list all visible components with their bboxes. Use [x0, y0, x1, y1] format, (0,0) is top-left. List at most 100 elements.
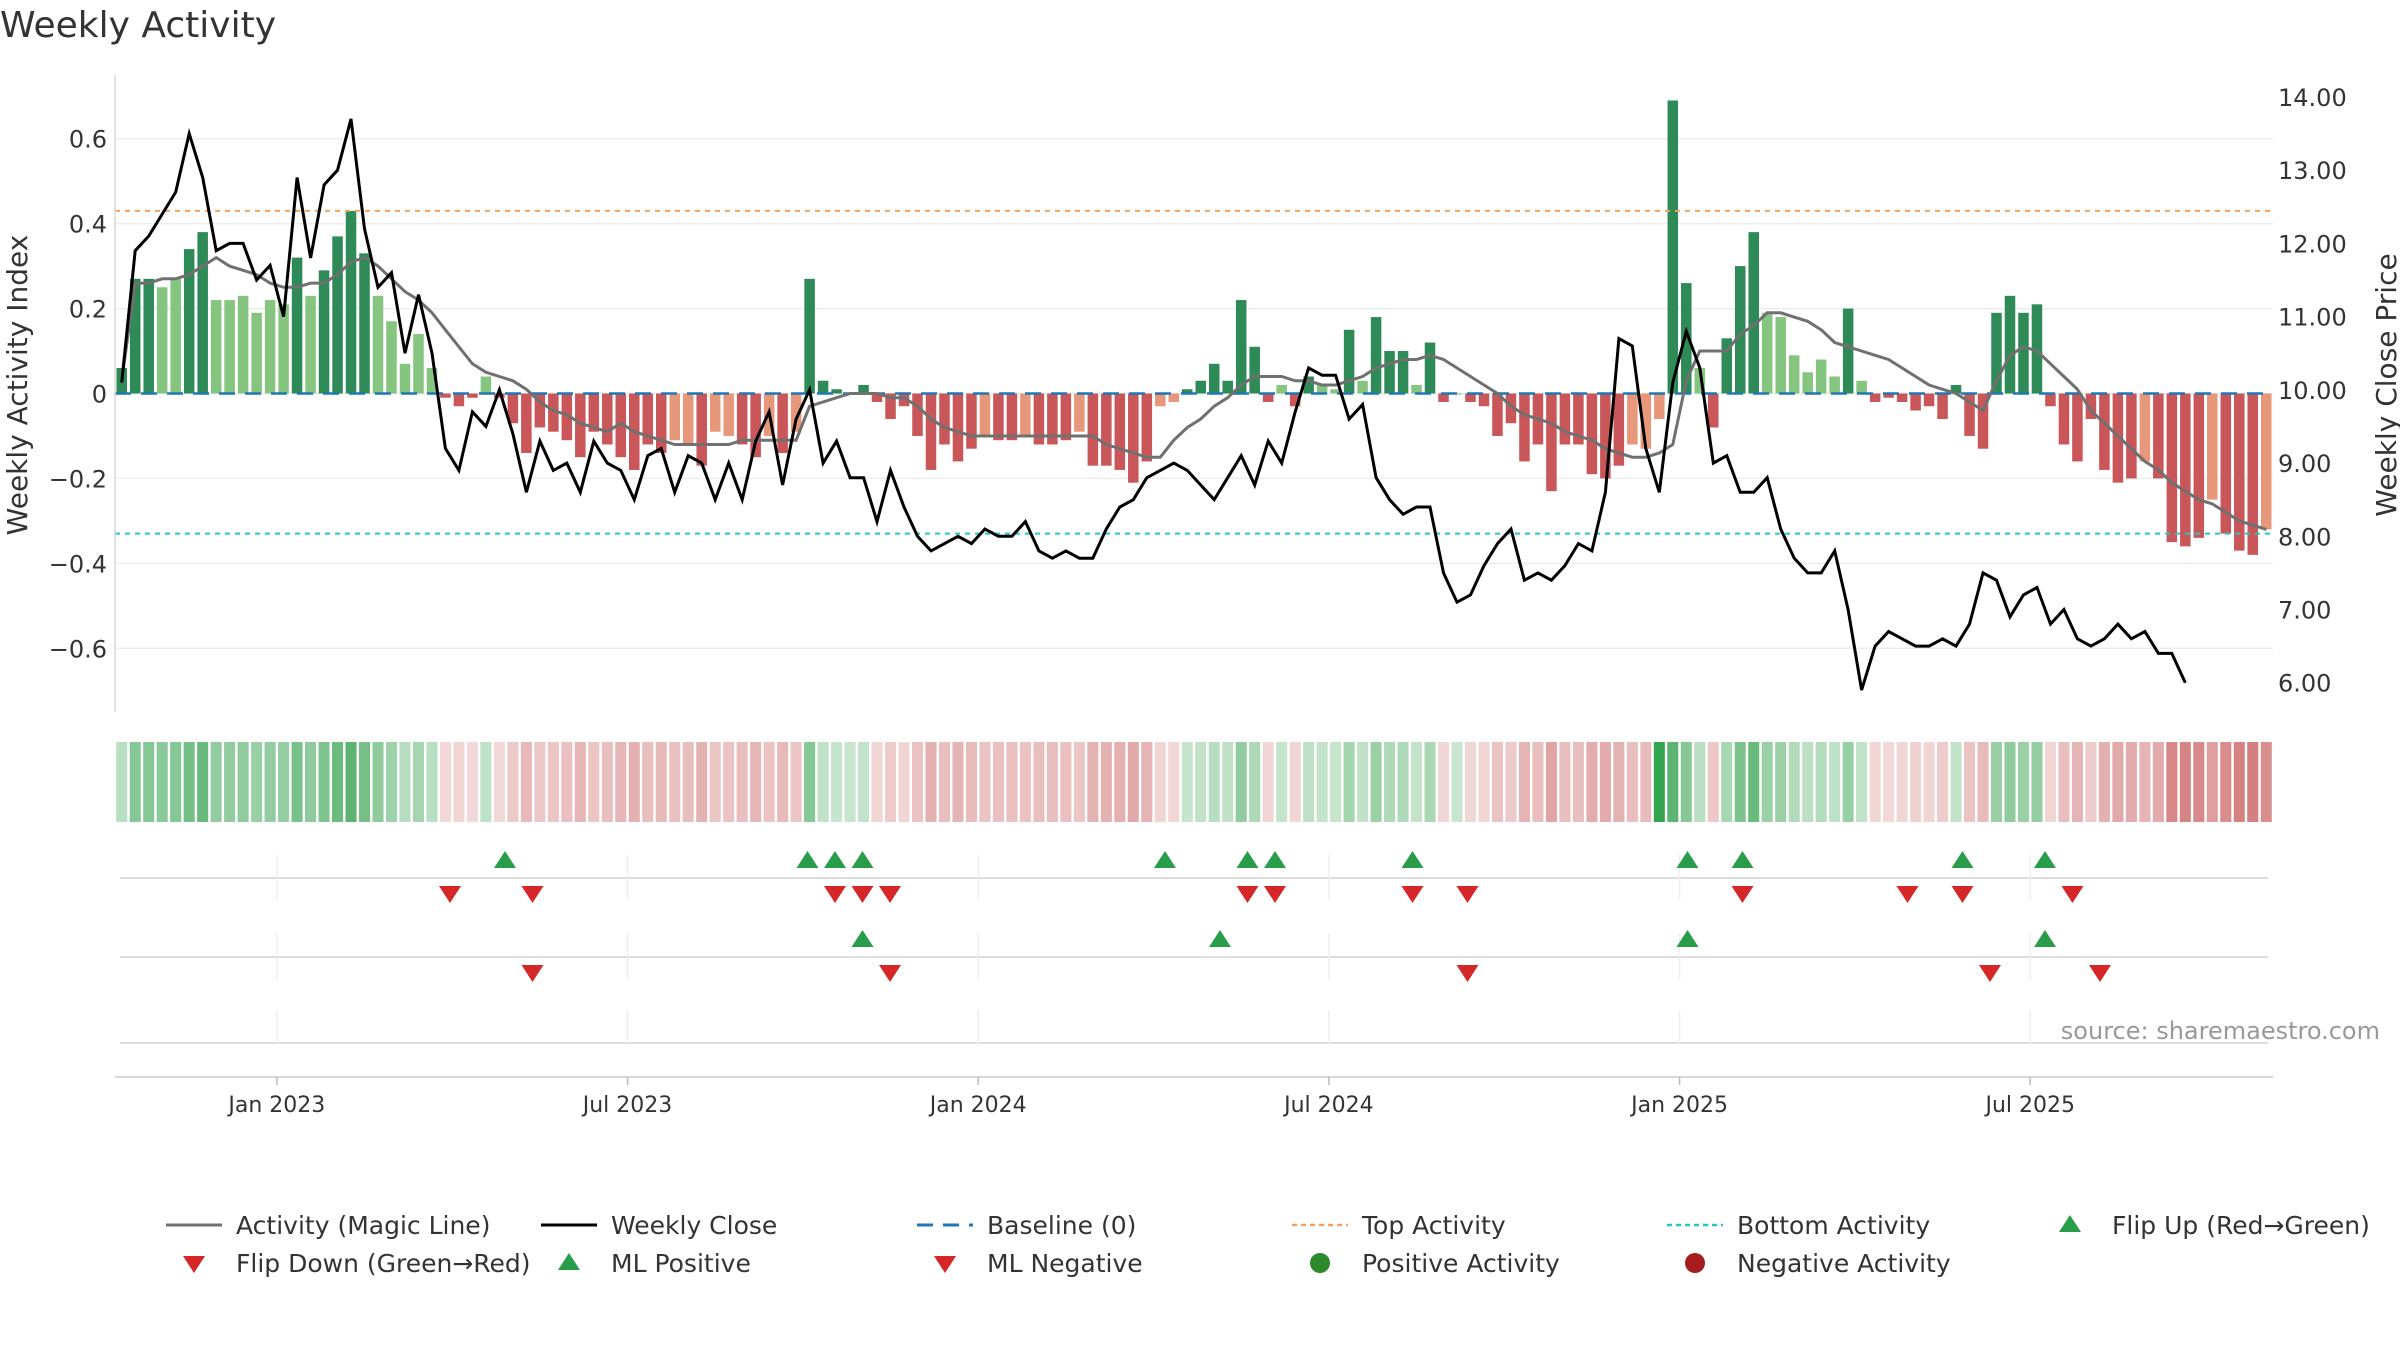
heat-cell [1626, 742, 1638, 822]
activity-bar [1397, 351, 1409, 394]
ml-positive-marker [851, 930, 874, 947]
activity-bar [2220, 393, 2232, 534]
activity-bar [1087, 393, 1099, 466]
heat-cell [251, 742, 263, 822]
heat-cell [332, 742, 344, 822]
activity-bar [1573, 393, 1584, 445]
activity-bar [2112, 393, 2124, 483]
heat-cell [655, 742, 667, 822]
heat-cell [1815, 742, 1827, 822]
heat-cell [2044, 742, 2056, 822]
activity-bar [291, 257, 303, 394]
flip-down-marker [1236, 886, 1259, 903]
heat-cell [1168, 742, 1180, 822]
heat-cell [601, 742, 613, 822]
heat-cell [1856, 742, 1868, 822]
activity-bar [615, 393, 627, 458]
activity-bar [1060, 393, 1072, 441]
heat-cell [1869, 742, 1881, 822]
activity-bar [548, 393, 559, 432]
heat-cell [547, 742, 559, 822]
heat-cell [1411, 742, 1423, 822]
y2-tick-label: 14.00 [2278, 84, 2347, 112]
activity-bar [2260, 393, 2272, 530]
activity-bar [993, 393, 1004, 441]
activity-bar [372, 295, 384, 394]
legend-ml-positive-label: ML Positive [611, 1249, 751, 1278]
flip-up-marker [2034, 851, 2056, 868]
heat-cell [1775, 742, 1787, 822]
activity-bar [156, 287, 168, 394]
heat-cell [2085, 742, 2097, 822]
heat-cell [439, 742, 451, 822]
activity-bar [170, 278, 181, 394]
activity-bar [210, 300, 222, 394]
activity-bar [1195, 380, 1207, 394]
heat-cell [2179, 742, 2191, 822]
heat-cell [615, 742, 627, 822]
activity-bar [440, 393, 451, 398]
activity-bar [1775, 317, 1786, 394]
heat-cell [1087, 742, 1099, 822]
activity-bar [183, 249, 195, 394]
activity-bar [1734, 266, 1746, 394]
activity-bar [413, 334, 424, 394]
activity-bar [2207, 393, 2218, 500]
activity-bar [278, 304, 289, 394]
heat-cell [1033, 742, 1045, 822]
legend-flip-down-label: Flip Down (Green→Red) [236, 1249, 531, 1278]
heat-cell [2139, 742, 2151, 822]
activity-bar [925, 393, 937, 470]
flip-up-marker [851, 851, 874, 868]
x-tick-label: Jan 2025 [1629, 1093, 1728, 1118]
activity-bar [359, 253, 370, 394]
heat-cell [804, 742, 816, 822]
activity-bar [750, 393, 761, 458]
heat-cell [1235, 742, 1247, 822]
heat-cell [466, 742, 478, 822]
activity-bar [1020, 393, 1031, 436]
activity-bar [1869, 393, 1881, 402]
heat-cell [952, 742, 964, 822]
heat-cell [1599, 742, 1611, 822]
heat-cell [2206, 742, 2218, 822]
activity-bar [912, 393, 923, 436]
activity-bar [1074, 393, 1085, 432]
axes: 0.6 0.4 0.2 0 −0.2 −0.4 −0.6 14.00 13.00 12.00 11.… [49, 75, 2347, 712]
heat-cell [1060, 742, 1072, 822]
heat-cell [696, 742, 708, 822]
heat-cell [1829, 742, 1841, 822]
heat-cell [817, 742, 829, 822]
activity-bar [736, 393, 748, 445]
activity-bar [1977, 393, 1989, 449]
heat-cell [480, 742, 492, 822]
heat-cell [1883, 742, 1895, 822]
activity-bar [386, 321, 397, 394]
legend: Activity (Magic Line) Weekly Close Baselin… [166, 1211, 2370, 1278]
activity-bar [655, 393, 667, 453]
heat-cell [844, 742, 856, 822]
activity-bar [534, 393, 546, 428]
legend-negative-activity-swatch [1685, 1253, 1705, 1273]
activity-bar [2166, 393, 2178, 543]
activity-bar [345, 210, 357, 394]
heat-cell [1667, 742, 1679, 822]
ml-positive-marker [2034, 930, 2056, 947]
activity-bar [1761, 312, 1773, 394]
activity-bar [1856, 380, 1867, 394]
activity-bar [2193, 393, 2205, 538]
heat-cell [1384, 742, 1396, 822]
activity-bar [1923, 393, 1935, 407]
legend-bottom-activity-label: Bottom Activity [1737, 1211, 1930, 1240]
activity-bar [1748, 232, 1759, 394]
activity-bar [642, 393, 654, 445]
activity-bar [1505, 393, 1517, 424]
activity-bar [2058, 393, 2070, 445]
activity-bar [1316, 385, 1328, 394]
activity-bar [494, 393, 505, 398]
flip-up-marker [1731, 851, 1754, 868]
heat-cell [1046, 742, 1058, 822]
activity-bar [1101, 393, 1112, 466]
heat-cell [1289, 742, 1301, 822]
heat-cell [507, 742, 519, 822]
